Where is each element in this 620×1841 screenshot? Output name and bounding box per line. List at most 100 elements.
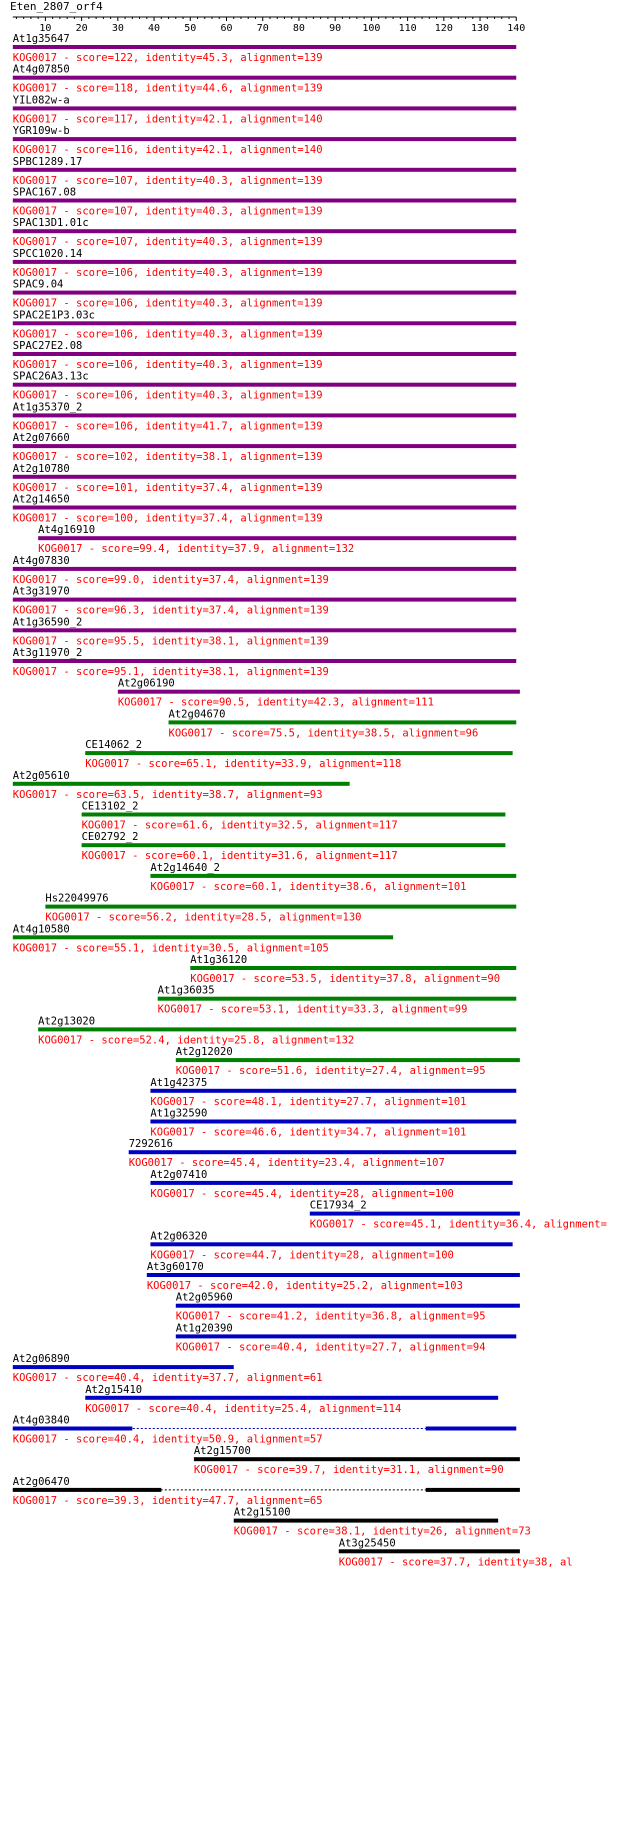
- hit-name[interactable]: At1g35370_2: [13, 401, 83, 413]
- hit-name[interactable]: At1g20390: [176, 1322, 233, 1334]
- hit-name[interactable]: At2g15410: [85, 1384, 142, 1396]
- hit-row[interactable]: At4g10580 KOG0017 - score=55.1, identity=…: [12, 923, 394, 954]
- hit-name[interactable]: At3g60170: [147, 1261, 204, 1273]
- hit-name[interactable]: At2g14650: [13, 494, 70, 506]
- hit-name[interactable]: 7292616: [129, 1138, 173, 1150]
- hit-segment-bar[interactable]: [12, 1426, 133, 1431]
- hit-row[interactable]: At2g12020 KOG0017 - score=51.6, identity=…: [175, 1046, 520, 1077]
- hit-row[interactable]: SPAC13D1.01c KOG0017 - score=107, identit…: [12, 217, 517, 248]
- hit-bar[interactable]: [12, 597, 517, 602]
- hit-row[interactable]: At1g35370_2 KOG0017 - score=106, identity…: [12, 401, 517, 432]
- hit-bar[interactable]: [12, 45, 517, 49]
- hit-row[interactable]: CE13102_2 KOG0017 - score=61.6, identity=…: [81, 801, 506, 832]
- hit-row[interactable]: SPCC1020.14 KOG0017 - score=106, identity…: [12, 248, 517, 279]
- hit-row[interactable]: SPBC1289.17 KOG0017 - score=107, identity…: [12, 156, 517, 187]
- hit-name[interactable]: At2g07660: [13, 432, 70, 444]
- hit-name[interactable]: At2g13020: [38, 1015, 95, 1027]
- hit-bar[interactable]: [12, 259, 517, 264]
- hit-segment-bar[interactable]: [12, 1487, 162, 1492]
- hit-bar[interactable]: [12, 352, 517, 356]
- hit-row[interactable]: At2g07660 KOG0017 - score=102, identity=3…: [12, 432, 517, 463]
- hit-name[interactable]: At4g07850: [13, 64, 70, 76]
- hit-row[interactable]: At2g07410 KOG0017 - score=45.4, identity=…: [150, 1169, 513, 1200]
- hit-bar[interactable]: [128, 1150, 517, 1155]
- hit-row[interactable]: At2g06320 KOG0017 - score=44.7, identity=…: [150, 1230, 513, 1261]
- hit-bar[interactable]: [193, 1457, 520, 1462]
- hit-name[interactable]: At3g31970: [13, 586, 70, 598]
- hit-bar[interactable]: [150, 1119, 517, 1124]
- hit-name[interactable]: At4g03840: [13, 1415, 70, 1427]
- hit-row[interactable]: At4g07830 KOG0017 - score=99.0, identity=…: [12, 555, 517, 586]
- hit-name[interactable]: SPAC13D1.01c: [13, 217, 89, 229]
- hit-bar[interactable]: [12, 75, 517, 80]
- hit-name[interactable]: YIL082w-a: [13, 94, 70, 106]
- hit-name[interactable]: At2g14640_2: [150, 862, 220, 874]
- hit-name[interactable]: At1g36035: [158, 985, 215, 997]
- hit-bar[interactable]: [12, 628, 517, 633]
- hit-row[interactable]: At3g60170 KOG0017 - score=42.0, identity=…: [146, 1261, 520, 1292]
- hit-bar[interactable]: [190, 966, 517, 970]
- hit-row[interactable]: At3g25450 KOG0017 - score=37.7, identity=…: [338, 1537, 573, 1568]
- hit-bar[interactable]: [150, 1088, 517, 1093]
- hit-bar[interactable]: [38, 1027, 517, 1032]
- hit-row[interactable]: Hs22049976 KOG0017 - score=56.2, identity…: [45, 893, 517, 924]
- hit-name[interactable]: CE02792_2: [82, 831, 139, 843]
- hit-bar[interactable]: [12, 382, 517, 387]
- hit-bar[interactable]: [150, 1180, 513, 1185]
- hit-bar[interactable]: [12, 474, 517, 479]
- hit-row[interactable]: At2g04670 KOG0017 - score=75.5, identity=…: [168, 708, 517, 739]
- hit-row[interactable]: At1g42375 KOG0017 - score=48.1, identity=…: [150, 1077, 517, 1108]
- hit-bar[interactable]: [81, 812, 506, 817]
- hit-row[interactable]: At1g35647 KOG0017 - score=122, identity=4…: [12, 33, 517, 64]
- hit-bar[interactable]: [12, 137, 517, 142]
- hit-name[interactable]: SPAC167.08: [13, 187, 76, 199]
- hit-bar[interactable]: [12, 106, 517, 111]
- hit-bar[interactable]: [175, 1058, 520, 1063]
- hit-row[interactable]: SPAC9.04 KOG0017 - score=106, identity=40…: [12, 279, 517, 310]
- hit-name[interactable]: At2g06890: [13, 1353, 70, 1365]
- hit-name[interactable]: At2g07410: [150, 1169, 207, 1181]
- hit-name[interactable]: YGR109w-b: [13, 125, 70, 137]
- hit-row[interactable]: At4g16910 KOG0017 - score=99.4, identity=…: [38, 524, 517, 555]
- hit-name[interactable]: At2g15100: [234, 1507, 291, 1519]
- hit-name[interactable]: At2g06190: [118, 678, 175, 690]
- hit-row[interactable]: SPAC167.08 KOG0017 - score=107, identity=…: [12, 187, 517, 218]
- hit-row[interactable]: At4g03840 KOG0017 - score=40.4, identity=…: [12, 1415, 517, 1446]
- hit-row[interactable]: At1g32590 KOG0017 - score=46.6, identity=…: [150, 1108, 517, 1139]
- hit-bar[interactable]: [12, 229, 517, 234]
- hit-name[interactable]: At2g15700: [194, 1445, 251, 1457]
- hit-bar[interactable]: [12, 444, 517, 449]
- hit-bar[interactable]: [157, 996, 517, 1001]
- hit-name[interactable]: At4g16910: [38, 524, 95, 536]
- hit-bar[interactable]: [12, 566, 517, 571]
- hit-name[interactable]: At3g11970_2: [13, 647, 83, 659]
- hit-name[interactable]: At1g36590_2: [13, 616, 83, 628]
- hit-row[interactable]: At2g14650 KOG0017 - score=100, identity=3…: [12, 494, 517, 525]
- hit-row[interactable]: At2g05960 KOG0017 - score=41.2, identity=…: [175, 1292, 520, 1323]
- hit-row[interactable]: CE14062_2 KOG0017 - score=65.1, identity=…: [85, 739, 513, 770]
- hit-row[interactable]: 7292616 KOG0017 - score=45.4, identity=23…: [128, 1138, 517, 1169]
- hit-row[interactable]: CE02792_2 KOG0017 - score=60.1, identity=…: [81, 831, 506, 862]
- hit-bar[interactable]: [12, 413, 517, 418]
- hit-bar[interactable]: [12, 935, 394, 940]
- hit-bar[interactable]: [85, 751, 513, 756]
- hit-name[interactable]: At2g05610: [13, 770, 70, 782]
- hit-row[interactable]: At4g07850 KOG0017 - score=118, identity=4…: [12, 64, 517, 95]
- hit-row[interactable]: At2g10780 KOG0017 - score=101, identity=3…: [12, 463, 517, 494]
- hit-row[interactable]: At2g06890 KOG0017 - score=40.4, identity=…: [12, 1353, 323, 1384]
- hit-name[interactable]: At2g12020: [176, 1046, 233, 1058]
- hit-bar[interactable]: [12, 321, 517, 326]
- hit-bar[interactable]: [81, 843, 506, 848]
- hit-row[interactable]: At1g36035 KOG0017 - score=53.1, identity=…: [157, 985, 517, 1016]
- hit-row[interactable]: At2g14640_2 KOG0017 - score=60.1, identit…: [150, 862, 517, 893]
- hit-name[interactable]: At3g25450: [339, 1537, 396, 1549]
- hit-row[interactable]: SPAC27E2.08 KOG0017 - score=106, identity…: [12, 340, 517, 371]
- hit-bar[interactable]: [12, 505, 517, 510]
- hit-bar[interactable]: [168, 720, 517, 725]
- hit-row[interactable]: At2g05610 KOG0017 - score=63.5, identity=…: [12, 770, 350, 801]
- hit-bar[interactable]: [175, 1334, 517, 1339]
- hit-row[interactable]: At3g31970 KOG0017 - score=96.3, identity=…: [12, 586, 517, 617]
- hit-bar[interactable]: [12, 1365, 234, 1370]
- hit-bar[interactable]: [233, 1518, 499, 1523]
- hit-bar[interactable]: [309, 1211, 520, 1216]
